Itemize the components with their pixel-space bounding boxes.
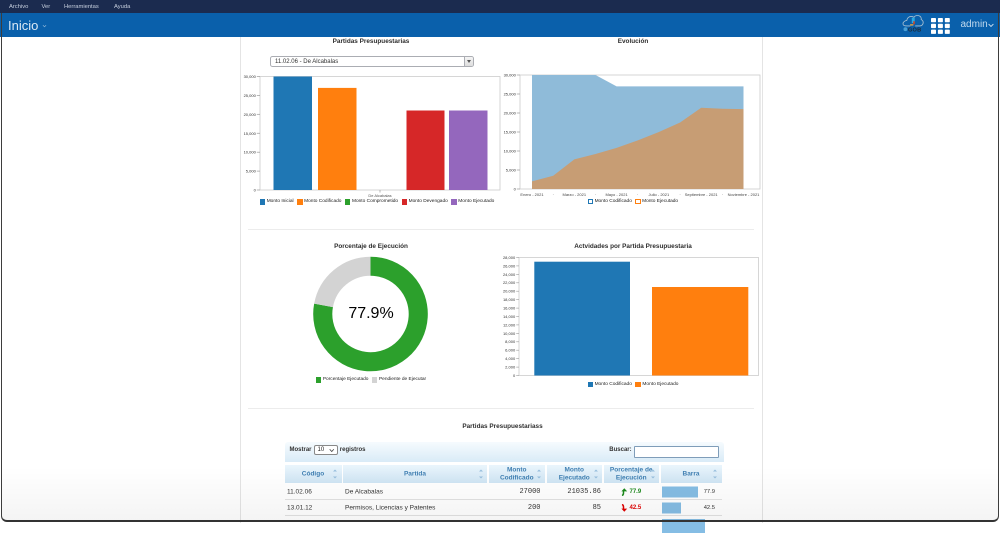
svg-text:10,000: 10,000 [244,150,257,155]
svg-text:·: · [679,192,680,197]
svg-text:Julio - 2021: Julio - 2021 [649,192,670,197]
svg-text:15,000: 15,000 [244,131,257,136]
svg-text:18,000: 18,000 [503,297,516,302]
svg-text:25,000: 25,000 [504,92,517,97]
svg-text:10,000: 10,000 [504,149,517,154]
svg-text:20,000: 20,000 [503,289,516,294]
svg-text:Noviembre - 2021: Noviembre - 2021 [728,192,761,197]
svg-text:De Alcabalas: De Alcabalas [368,193,391,198]
svg-text:12,000: 12,000 [503,322,516,327]
svg-text:Septiembre - 2021: Septiembre - 2021 [685,192,719,197]
svg-text:·: · [553,192,554,197]
svg-text:·: · [722,192,723,197]
svg-text:Mayo - 2021: Mayo - 2021 [605,192,628,197]
svg-text:GOB: GOB [908,27,921,32]
svg-text:14,000: 14,000 [503,314,516,319]
svg-text:16,000: 16,000 [503,306,516,311]
svg-text:5,000: 5,000 [506,168,517,173]
svg-text:0: 0 [513,373,516,378]
svg-text:6,000: 6,000 [505,348,516,353]
svg-text:5,000: 5,000 [246,169,257,174]
svg-text:·: · [637,192,638,197]
svg-text:25,000: 25,000 [244,93,257,98]
svg-text:0: 0 [254,188,257,193]
svg-text:20,000: 20,000 [244,112,257,117]
svg-text:Marzo - 2021: Marzo - 2021 [563,192,587,197]
svg-text:22,000: 22,000 [503,280,516,285]
svg-text:15,000: 15,000 [504,130,517,135]
svg-text:2,000: 2,000 [505,365,516,370]
svg-text:8,000: 8,000 [505,339,516,344]
svg-text:Enero - 2021: Enero - 2021 [520,192,544,197]
svg-text:30,000: 30,000 [244,74,257,79]
svg-text:10,000: 10,000 [503,331,516,336]
svg-text:4,000: 4,000 [505,356,516,361]
svg-text:30,000: 30,000 [504,73,517,78]
svg-text:24,000: 24,000 [503,272,516,277]
svg-text:20,000: 20,000 [504,111,517,116]
svg-text:0: 0 [514,187,517,192]
svg-text:26,000: 26,000 [503,263,516,268]
svg-text:·: · [595,192,596,197]
svg-text:28,000: 28,000 [503,255,516,260]
